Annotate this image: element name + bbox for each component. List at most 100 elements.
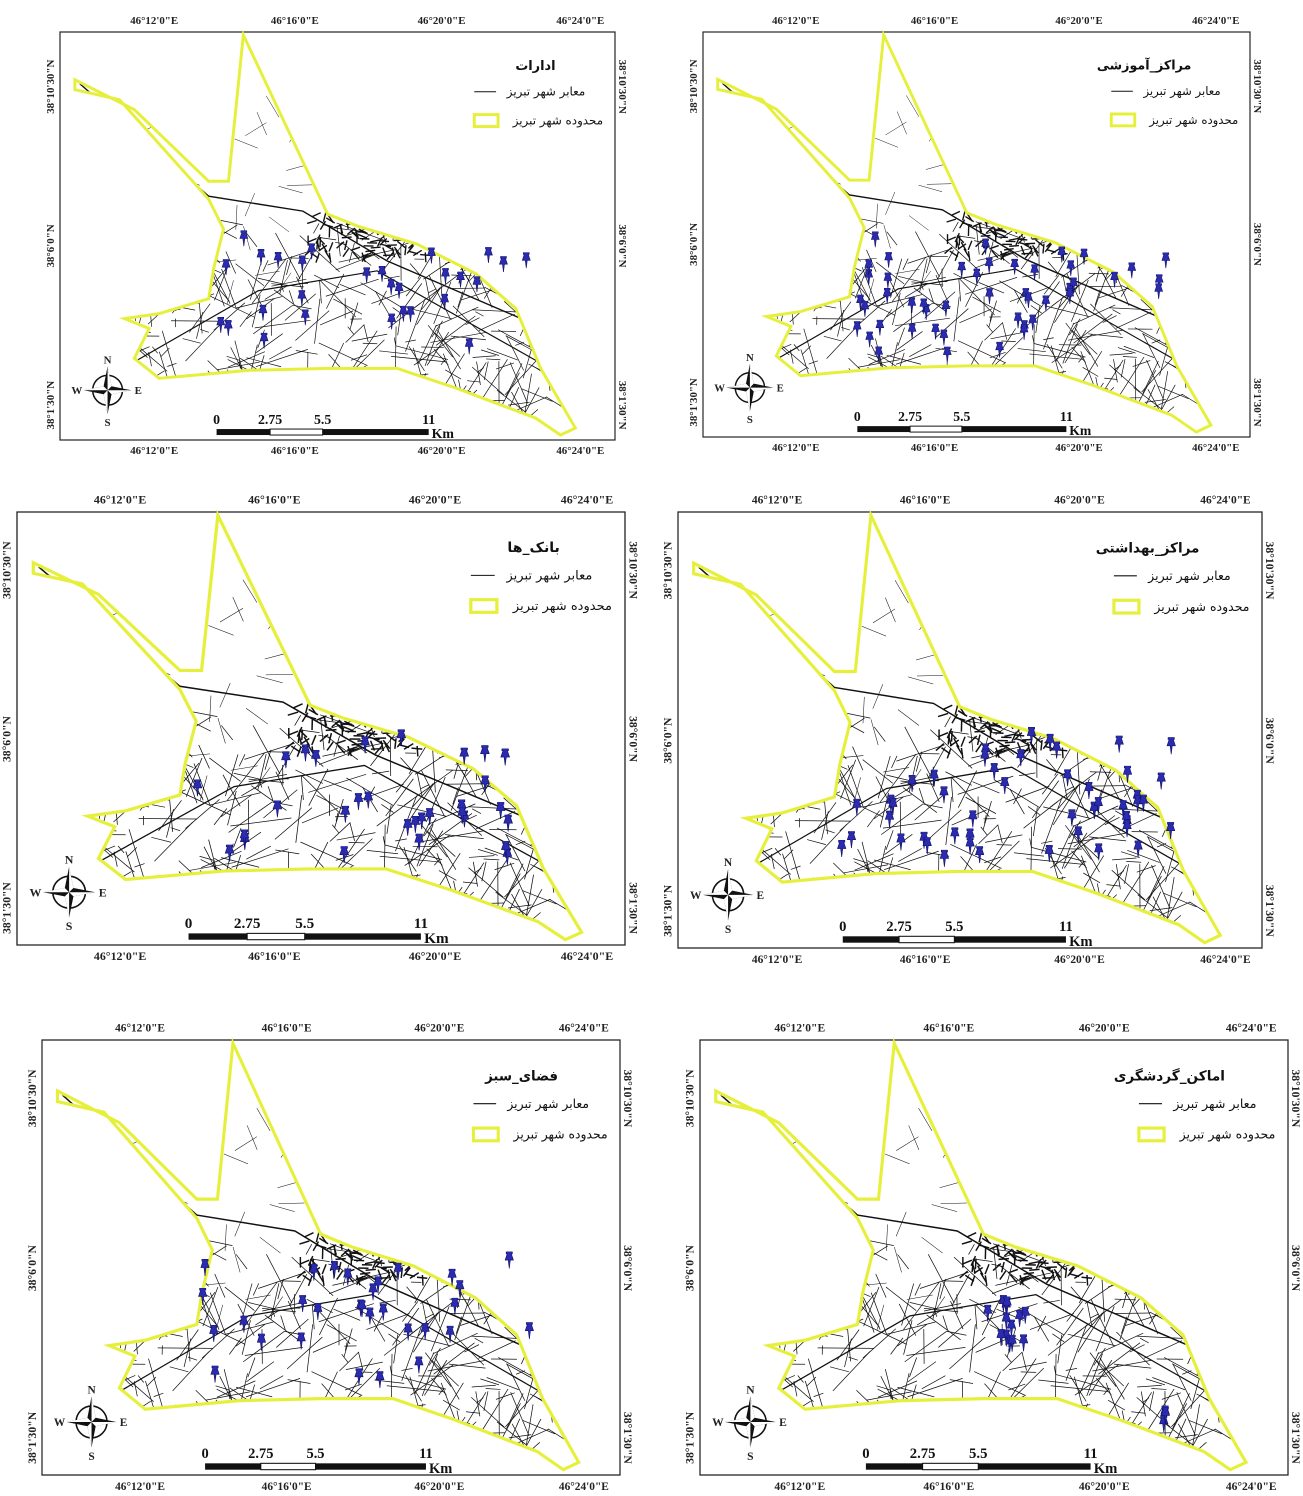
compass-star [725, 1396, 776, 1448]
latitude-label: 38°1'30"N [684, 1411, 697, 1464]
longitude-label: 46°20'0"E [1054, 493, 1105, 506]
latitude-label: 38°6'0"N [45, 224, 57, 267]
longitude-label: 46°20'0"E [418, 15, 466, 27]
latitude-label: 38°1'30"N [688, 378, 700, 427]
longitude-label: 46°20'0"E [1054, 953, 1105, 966]
scale-tick-label: 11 [1059, 919, 1073, 935]
legend-title: بانک_ها [507, 540, 559, 556]
scale-seg [315, 1463, 426, 1470]
compass-w: W [712, 1416, 724, 1429]
longitude-label: 46°20'0"E [409, 950, 462, 963]
latitude-label: 38°6'0"N [27, 1244, 39, 1291]
compass: N S E W [54, 1384, 128, 1463]
longitude-label: 46°12'0"E [752, 953, 803, 966]
longitude-label: 46°20'0"E [414, 1481, 464, 1493]
longitude-label: 46°16'0"E [923, 1480, 974, 1493]
scale-unit: Km [424, 931, 449, 947]
scale-seg [188, 933, 248, 940]
compass-w: W [690, 889, 702, 902]
longitude-label: 46°12'0"E [115, 1022, 165, 1034]
compass-star [726, 363, 774, 412]
compass-w: W [714, 383, 725, 395]
latitude-label: 38°6'0"N [662, 717, 675, 764]
longitude-label: 46°16'0"E [911, 442, 958, 454]
longitude-label: 46°24'0"E [559, 1022, 609, 1034]
latitude-label: 38°1'30"N [0, 882, 13, 934]
longitude-label: 46°20'0"E [414, 1022, 464, 1034]
scale-tick-label: 5.5 [295, 916, 314, 932]
scale-tick-label: 5.5 [314, 413, 331, 428]
compass-n: N [65, 854, 74, 867]
legend-title: ادارات [515, 59, 555, 74]
scale-tick-label: 2.75 [234, 916, 261, 932]
latitude-label: 38°10'30"N [684, 1069, 697, 1127]
scale-tick-label: 11 [419, 1446, 433, 1462]
scale-tick-label: 11 [1084, 1446, 1098, 1462]
map-panel: 46°12'0"E 46°12'0"E 46°16'0"E 46°16'0"E 46°2… [688, 15, 1263, 461]
latitude-label: 38°1'30"N [27, 1411, 39, 1464]
latitude-label: 38°10'30"N [621, 1069, 633, 1127]
scale-seg [304, 933, 421, 940]
longitude-label: 46°16'0"E [900, 493, 951, 506]
legend-boundary-swatch [1137, 1126, 1166, 1143]
compass: N S E W [712, 1383, 787, 1463]
compass-star-light [66, 1396, 117, 1448]
legend-boundary-swatch [469, 598, 499, 614]
scale-seg [954, 936, 1066, 943]
longitude-label: 46°24'0"E [561, 950, 614, 963]
scale-unit: Km [432, 427, 455, 442]
longitude-label: 46°12'0"E [752, 493, 803, 506]
latitude-label: 38°6'0"N [616, 224, 628, 267]
compass-s: S [747, 1450, 753, 1463]
legend-label: معابر شهر تبریز [506, 1096, 589, 1112]
longitude-label: 46°16'0"E [271, 445, 319, 457]
longitude-label: 46°24'0"E [559, 1481, 609, 1493]
scale-seg [246, 932, 306, 941]
latitude-label: 38°1'30"N [662, 884, 675, 937]
scale-tick-label: 0 [854, 409, 861, 424]
scale-seg [922, 1462, 979, 1471]
compass-e: E [135, 385, 142, 397]
longitude-label: 46°12'0"E [94, 494, 147, 507]
latitude-label: 38°6'0"N [684, 1244, 697, 1291]
compass-e: E [757, 889, 765, 902]
compass-e: E [779, 1416, 787, 1429]
scale-tick-label: 5.5 [945, 919, 963, 935]
compass: N S E W [690, 856, 764, 936]
latitude-label: 38°6'0"N [688, 223, 700, 266]
compass-s: S [725, 923, 731, 936]
scale-unit: Km [1094, 1461, 1118, 1477]
longitude-label: 46°24'0"E [1192, 442, 1239, 454]
compass-s: S [747, 414, 753, 426]
scale-tick-label: 5.5 [306, 1446, 324, 1462]
scale-tick-label: 5.5 [969, 1446, 987, 1462]
compass: N S E W [71, 354, 142, 429]
legend-title: فضای_سبز [484, 1068, 558, 1084]
longitude-label: 46°16'0"E [271, 15, 319, 27]
map-panel: 46°12'0"E 46°12'0"E 46°16'0"E 46°16'0"E 46°2… [27, 1022, 633, 1496]
compass-star-light [43, 866, 96, 918]
legend-label: محدوده شهر تبریز [512, 599, 612, 614]
latitude-label: 38°10'30"N [626, 541, 639, 599]
map-panel: 46°12'0"E 46°12'0"E 46°16'0"E 46°16'0"E 46°2… [684, 1021, 1302, 1496]
compass-w: W [54, 1417, 66, 1429]
compass-n: N [724, 856, 733, 869]
longitude-label: 46°16'0"E [911, 15, 958, 27]
legend-boundary-swatch [472, 113, 500, 129]
compass-n: N [87, 1384, 96, 1396]
scale-tick-label: 0 [201, 1446, 208, 1462]
latitude-label: 38°6'0"N [1289, 1245, 1302, 1292]
compass-s: S [105, 417, 111, 429]
compass-n: N [104, 354, 112, 366]
latitude-label: 38°6'0"N [0, 716, 13, 762]
legend-label: محدوده شهر تبریز [513, 1127, 608, 1143]
scale-seg [978, 1463, 1091, 1470]
scale-tick-label: 11 [422, 413, 435, 428]
latitude-label: 38°10'30"N [0, 541, 13, 599]
longitude-label: 46°20'0"E [1079, 1480, 1130, 1493]
longitude-label: 46°12'0"E [115, 1481, 165, 1493]
longitude-label: 46°12'0"E [774, 1021, 825, 1034]
scale-tick-label: 2.75 [910, 1446, 936, 1462]
longitude-label: 46°16'0"E [248, 950, 301, 963]
